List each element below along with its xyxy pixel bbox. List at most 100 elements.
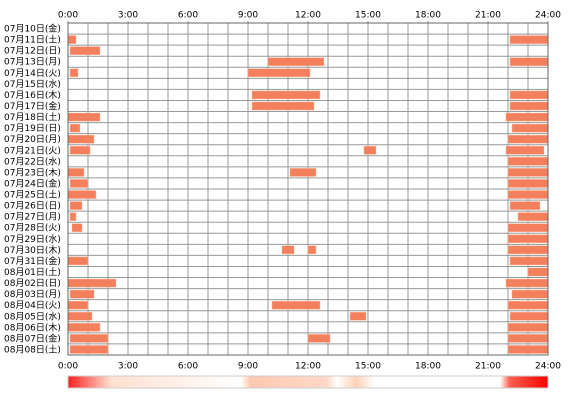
activity-bar xyxy=(69,334,109,343)
activity-bar xyxy=(505,112,549,122)
activity-bar xyxy=(509,90,549,100)
row-label: 07月13日(月) xyxy=(4,57,61,68)
row-label: 08月04日(火) xyxy=(4,300,61,311)
x-tick-label: 9:00 xyxy=(238,11,258,21)
activity-bar xyxy=(69,289,95,299)
activity-bar xyxy=(289,168,317,177)
row-label: 08月07日(金) xyxy=(4,332,61,344)
activity-bar xyxy=(251,90,321,100)
row-label: 07月11日(土) xyxy=(4,34,61,46)
activity-bar xyxy=(527,267,549,277)
activity-bar xyxy=(67,168,85,177)
x-tick-label: 3:00 xyxy=(118,11,138,21)
activity-bar xyxy=(507,245,549,255)
row-label: 08月08日(土) xyxy=(4,343,61,355)
row-label: 07月26日(日) xyxy=(4,201,61,212)
x-tick-label: 15:00 xyxy=(355,11,381,21)
x-tick-label: 18:00 xyxy=(415,362,441,372)
x-tick-label: 12:00 xyxy=(295,362,321,372)
activity-bar xyxy=(69,123,81,133)
activity-bar xyxy=(67,134,95,144)
activity-bar xyxy=(69,145,91,155)
activity-bar xyxy=(307,334,331,343)
x-tick-label: 12:00 xyxy=(295,11,321,21)
x-tick-label: 24:00 xyxy=(535,11,561,21)
activity-bar xyxy=(307,245,317,255)
activity-bar xyxy=(267,57,325,67)
activity-bar xyxy=(509,101,549,111)
row-label: 07月18日(土) xyxy=(4,111,61,123)
activity-bar xyxy=(69,345,109,354)
activity-bar xyxy=(67,256,89,266)
plot-frame xyxy=(67,22,549,356)
activity-bar xyxy=(67,300,89,310)
activity-bar xyxy=(507,157,549,166)
activity-bar xyxy=(517,212,549,221)
activity-bar xyxy=(67,190,97,199)
x-tick-label: 0:00 xyxy=(58,11,78,21)
activity-bar xyxy=(69,212,77,221)
activity-bar xyxy=(507,323,549,332)
activity-bar xyxy=(507,234,549,244)
x-tick-label: 0:00 xyxy=(58,362,78,372)
activity-bar xyxy=(363,145,377,155)
row-label: 07月29日(水) xyxy=(4,233,61,245)
activity-bar xyxy=(509,57,549,67)
activity-bar xyxy=(511,289,549,299)
activity-bar xyxy=(507,134,549,144)
x-tick-label: 15:00 xyxy=(355,362,381,372)
x-tick-label: 24:00 xyxy=(535,362,561,372)
activity-bar xyxy=(507,223,549,233)
row-label: 08月02日(日) xyxy=(4,278,61,289)
activity-bar xyxy=(281,245,295,255)
heat-bar xyxy=(67,375,549,389)
activity-bar xyxy=(69,68,79,78)
activity-bar xyxy=(509,256,549,266)
row-label: 07月31日(金) xyxy=(4,255,61,267)
row-label: 07月22日(水) xyxy=(4,155,61,167)
x-tick-label: 6:00 xyxy=(178,11,198,21)
row-label: 07月21日(火) xyxy=(4,145,61,156)
x-tick-label: 18:00 xyxy=(415,11,441,21)
activity-bar xyxy=(507,179,549,188)
row-label: 07月17日(金) xyxy=(4,100,61,112)
activity-bar xyxy=(67,112,101,122)
activity-bar xyxy=(509,35,549,44)
activity-bar xyxy=(69,46,101,55)
activity-bar xyxy=(509,201,541,210)
row-label: 07月28日(火) xyxy=(4,223,61,234)
activity-bar xyxy=(71,223,83,233)
activity-bar xyxy=(67,323,101,332)
x-tick-label: 21:00 xyxy=(475,11,501,21)
row-label: 07月30日(木) xyxy=(4,244,61,256)
row-label: 07月12日(日) xyxy=(4,46,61,57)
activity-bar xyxy=(507,300,549,310)
row-label: 07月14日(火) xyxy=(4,68,61,79)
row-label: 07月15日(水) xyxy=(4,78,61,90)
activity-bar xyxy=(505,145,545,155)
x-tick-label: 6:00 xyxy=(178,362,198,372)
activity-bar xyxy=(505,278,549,288)
row-label: 07月25日(土) xyxy=(4,189,61,201)
row-label: 07月24日(金) xyxy=(4,177,61,189)
activity-bar xyxy=(271,300,321,310)
x-tick-label: 9:00 xyxy=(238,362,258,372)
row-label: 08月01日(土) xyxy=(4,266,61,278)
activity-bar xyxy=(69,179,89,188)
row-label: 07月27日(月) xyxy=(4,212,61,223)
activity-bar xyxy=(67,278,117,288)
row-label: 07月19日(日) xyxy=(4,123,61,134)
activity-bar xyxy=(509,311,549,321)
activity-bar xyxy=(507,334,549,343)
activity-bar xyxy=(69,201,83,210)
activity-bar xyxy=(507,345,549,354)
activity-bar xyxy=(67,35,77,44)
row-label: 07月16日(木) xyxy=(4,89,61,101)
row-label: 07月10日(金) xyxy=(4,23,61,35)
activity-bar xyxy=(507,190,549,199)
row-label: 08月06日(木) xyxy=(4,321,61,333)
row-label: 08月03日(月) xyxy=(4,289,61,300)
activity-bar xyxy=(247,68,311,78)
row-label: 07月23日(木) xyxy=(4,166,61,178)
